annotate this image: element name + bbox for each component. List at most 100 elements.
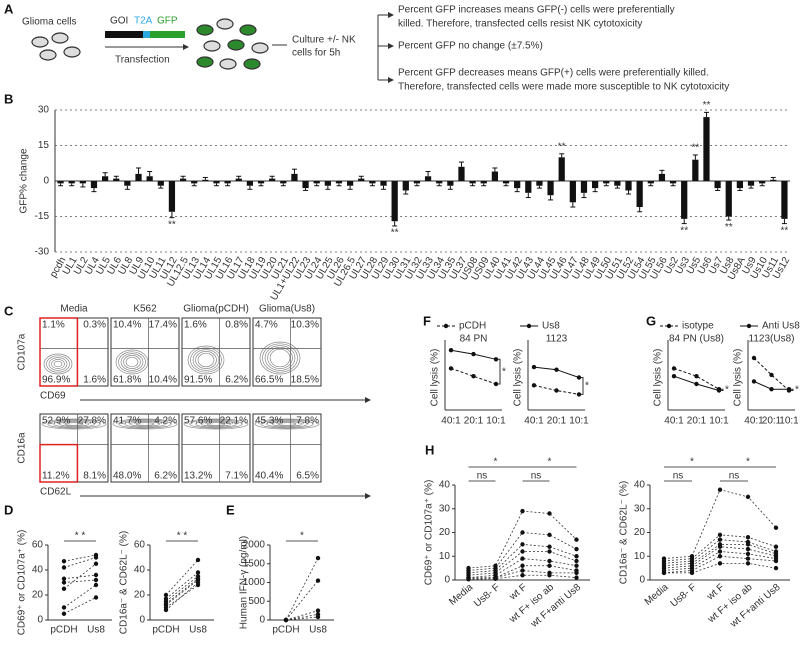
contour xyxy=(53,360,63,368)
donor-point xyxy=(574,563,579,568)
y-tick-label: 1000 xyxy=(243,577,266,588)
x-tick-label: 20:1 xyxy=(464,416,484,427)
series-point xyxy=(769,387,774,392)
bar xyxy=(324,181,331,186)
series-point xyxy=(694,374,699,379)
donor-point xyxy=(61,565,67,570)
bar xyxy=(146,176,153,181)
panel-label: G xyxy=(646,313,656,328)
x-tick-label: Media xyxy=(447,582,475,608)
bar xyxy=(369,181,376,184)
donor-line xyxy=(63,597,97,615)
series-point xyxy=(671,374,677,379)
series-point xyxy=(786,387,792,392)
x-tick-label: Us8- F xyxy=(669,582,699,610)
quadrant-value: 0.3% xyxy=(83,320,106,331)
x-tick-label: Us8 xyxy=(309,625,327,636)
significance: * xyxy=(690,457,694,468)
contour xyxy=(267,347,293,369)
x-tick-label: 10:1 xyxy=(569,416,589,427)
y-tick-label: 20 xyxy=(439,527,451,538)
donor-point xyxy=(547,532,552,538)
bar xyxy=(90,181,98,189)
y-axis-label: CD16a⁻ & CD62L⁻ (%) xyxy=(119,531,130,634)
panel-label: D xyxy=(4,502,13,517)
quadrant-value: 1.6% xyxy=(83,375,106,386)
column-title: K562 xyxy=(133,304,157,315)
y-axis-label: Cell lysis (%) xyxy=(733,349,744,407)
contour xyxy=(112,418,178,430)
bar xyxy=(547,181,554,196)
contour xyxy=(123,355,141,369)
x-tick-label: 20:1 xyxy=(547,416,567,427)
donor-point xyxy=(93,572,99,578)
bar xyxy=(736,181,744,189)
panel-label: E xyxy=(226,502,235,517)
donor-point xyxy=(520,508,525,514)
contour xyxy=(264,345,296,371)
series-point xyxy=(554,367,559,372)
donor-point xyxy=(745,542,751,547)
donor-point xyxy=(93,555,99,560)
legend-marker xyxy=(666,323,672,329)
transfection-label: Transfection xyxy=(115,55,170,66)
donor-point xyxy=(315,578,321,583)
culture-label: Culture +/- NK xyxy=(292,35,356,46)
y-tick-label: 0 xyxy=(444,575,450,586)
bar xyxy=(402,181,409,191)
contour xyxy=(115,349,149,375)
quadrant-value: 1.1% xyxy=(42,320,65,331)
highlight-box xyxy=(39,443,79,483)
y-tick-label: 40 xyxy=(439,480,451,491)
panel-a: A Glioma cells GOI T2A GFP Transfection … xyxy=(4,1,729,92)
donor-point xyxy=(93,582,99,588)
series-line xyxy=(673,367,720,390)
series-point xyxy=(448,348,454,353)
goi-segment xyxy=(105,31,143,38)
bar xyxy=(335,181,343,184)
x-tick-label: 10:1 xyxy=(486,416,506,427)
donor-point xyxy=(520,549,525,554)
contour xyxy=(271,421,303,427)
donor-point xyxy=(195,570,201,575)
quadrant-value: 61.8% xyxy=(113,375,141,386)
bar xyxy=(68,181,75,184)
donor-point xyxy=(745,535,751,540)
significance-bracket xyxy=(498,358,501,385)
significance: * xyxy=(746,457,750,468)
series-point xyxy=(531,364,537,370)
series-point xyxy=(576,375,582,380)
donor-point xyxy=(195,557,201,563)
donor-point xyxy=(773,525,779,530)
x-tick-label: 40:1 xyxy=(664,416,684,427)
legend-label: pCDH xyxy=(459,321,486,332)
donor-line xyxy=(285,613,319,621)
y-axis-label: GFP% change xyxy=(19,148,30,213)
legend-marker xyxy=(746,323,752,329)
contour xyxy=(129,421,161,427)
bar xyxy=(224,181,231,184)
donor-line xyxy=(165,572,199,600)
culture-label: cells for 5h xyxy=(292,48,340,59)
y-tick-label: 10 xyxy=(439,551,451,562)
donor-line xyxy=(63,579,97,583)
donor-point xyxy=(574,546,579,552)
gfp-segment xyxy=(150,31,185,38)
bar xyxy=(514,181,521,189)
column-title: Glioma(Us8) xyxy=(259,304,315,315)
donor-point xyxy=(61,586,67,591)
legend-marker xyxy=(443,323,449,329)
significance: * * xyxy=(75,531,86,542)
donor-point xyxy=(717,561,723,566)
donor-point xyxy=(520,563,525,568)
contour xyxy=(200,421,232,427)
y-tick-label: 30 xyxy=(38,105,50,116)
significance-bracket xyxy=(581,377,584,395)
series-point xyxy=(471,374,476,379)
legend-label: isotype xyxy=(682,321,714,332)
y-tick-label: 500 xyxy=(248,596,265,607)
donor-point xyxy=(520,556,525,561)
contour xyxy=(135,422,155,426)
significance-bracket xyxy=(721,388,724,391)
bar xyxy=(313,181,320,184)
